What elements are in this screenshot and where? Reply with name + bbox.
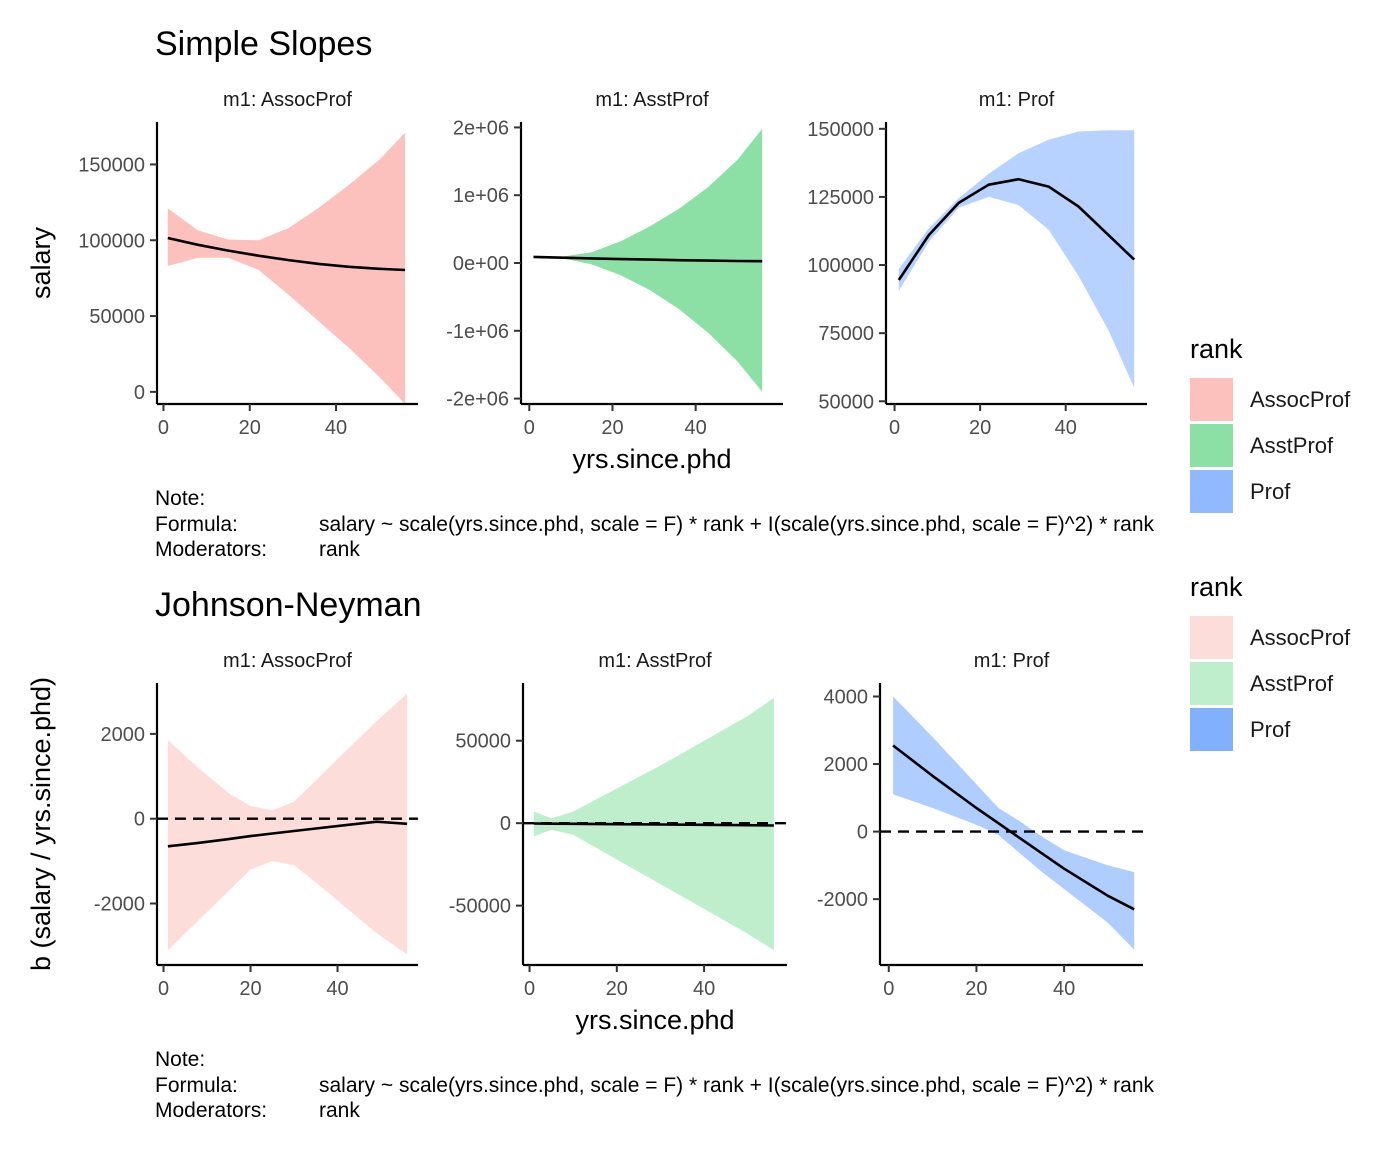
y-tick-label: -2000	[817, 889, 868, 911]
moderators-label: Moderators:	[155, 538, 267, 561]
formula-label: Formula:	[155, 1074, 238, 1097]
x-tick-label: 0	[158, 417, 169, 439]
y-tick-label: 0e+00	[453, 253, 509, 275]
confidence-ribbon	[893, 696, 1135, 950]
x-tick-label: 0	[524, 978, 535, 1000]
x-tick-label: 40	[325, 417, 347, 439]
legend-swatch-prof	[1190, 708, 1233, 751]
legend-label-asstprof: AsstProf	[1250, 671, 1334, 696]
x-tick-label: 0	[158, 978, 169, 1000]
y-tick-label: 50000	[818, 391, 874, 413]
y-tick-label: 0	[857, 822, 868, 844]
legend-swatch-asstprof	[1190, 424, 1233, 467]
x-tick-label: 20	[239, 417, 261, 439]
moderators-text: rank	[319, 538, 360, 561]
formula-text: salary ~ scale(yrs.since.phd, scale = F)…	[319, 1074, 1154, 1097]
formula-text: salary ~ scale(yrs.since.phd, scale = F)…	[319, 513, 1154, 536]
y-tick-label: 1e+06	[453, 185, 509, 207]
legend-label-asstprof: AsstProf	[1250, 433, 1334, 458]
y-tick-label: 0	[500, 813, 511, 835]
x-tick-label: 0	[889, 417, 900, 439]
y-tick-label: 100000	[78, 230, 145, 252]
y-tick-label: 150000	[807, 119, 874, 141]
estimate-line	[167, 236, 406, 272]
estimate-line	[167, 820, 408, 848]
legend-swatch-overlay	[1190, 470, 1233, 513]
x-tick-label: 40	[326, 978, 348, 1000]
y-axis-title: salary	[26, 226, 56, 299]
panel-strip-label: m1: Prof	[979, 89, 1055, 111]
y-tick-label: 50000	[455, 731, 511, 753]
legend-label-assocprof: AssocProf	[1250, 625, 1351, 650]
y-tick-label: 50000	[89, 306, 145, 328]
confidence-ribbon	[898, 130, 1135, 388]
chart-title: Simple Slopes	[155, 25, 372, 63]
y-tick-label: 100000	[807, 255, 874, 277]
x-tick-label: 20	[239, 978, 261, 1000]
x-tick-label: 0	[883, 978, 894, 1000]
note-label: Note:	[155, 487, 205, 510]
note-label: Note:	[155, 1048, 205, 1071]
x-tick-label: 40	[693, 978, 715, 1000]
y-tick-label: -2e+06	[446, 389, 509, 411]
legend-swatch-assocprof	[1190, 378, 1233, 421]
estimate-line	[897, 177, 1136, 281]
legend-swatch-asstprof	[1190, 662, 1233, 705]
formula-label: Formula:	[155, 513, 238, 536]
x-tick-label: 20	[969, 417, 991, 439]
confidence-ribbon	[167, 693, 408, 955]
y-tick-label: 2000	[824, 754, 869, 776]
y-tick-label: 2000	[101, 724, 146, 746]
legend-title: rank	[1190, 334, 1243, 364]
confidence-ribbon	[167, 132, 406, 404]
x-axis-title: yrs.since.phd	[572, 444, 731, 474]
x-tick-label: 20	[601, 417, 623, 439]
estimate-line	[892, 744, 1135, 911]
legend-label-prof: Prof	[1250, 717, 1291, 742]
x-axis-title: yrs.since.phd	[575, 1005, 734, 1035]
y-tick-label: 150000	[78, 154, 145, 176]
panel-strip-label: m1: Prof	[974, 650, 1050, 672]
legend-swatch-prof	[1190, 470, 1233, 513]
y-tick-label: 75000	[818, 323, 874, 345]
panel-strip-label: m1: AsstProf	[598, 650, 712, 672]
panel-strip-label: m1: AssocProf	[223, 650, 352, 672]
y-tick-label: 2e+06	[453, 117, 509, 139]
panel-strip-label: m1: AsstProf	[595, 89, 709, 111]
estimate-line	[533, 822, 774, 827]
y-tick-label: -50000	[449, 896, 511, 918]
x-tick-label: 0	[524, 417, 535, 439]
x-tick-label: 20	[606, 978, 628, 1000]
y-tick-label: 0	[134, 809, 145, 831]
legend-label-prof: Prof	[1250, 479, 1291, 504]
legend-swatch-assocprof	[1190, 616, 1233, 659]
x-tick-label: 20	[965, 978, 987, 1000]
legend-label-assocprof: AssocProf	[1250, 387, 1351, 412]
moderators-label: Moderators:	[155, 1099, 267, 1122]
panel-strip-label: m1: AssocProf	[223, 89, 352, 111]
y-tick-label: -2000	[94, 894, 145, 916]
chart-title: Johnson-Neyman	[155, 586, 421, 624]
moderators-text: rank	[319, 1099, 360, 1122]
x-tick-label: 40	[1053, 978, 1075, 1000]
y-tick-label: 125000	[807, 187, 874, 209]
estimate-line	[533, 255, 763, 263]
y-tick-label: -1e+06	[446, 321, 509, 343]
legend-title: rank	[1190, 572, 1243, 602]
y-tick-label: 4000	[824, 687, 869, 709]
x-tick-label: 40	[1055, 417, 1077, 439]
x-tick-label: 40	[685, 417, 707, 439]
y-tick-label: 0	[134, 382, 145, 404]
y-axis-title: b (salary / yrs.since.phd)	[26, 677, 56, 971]
